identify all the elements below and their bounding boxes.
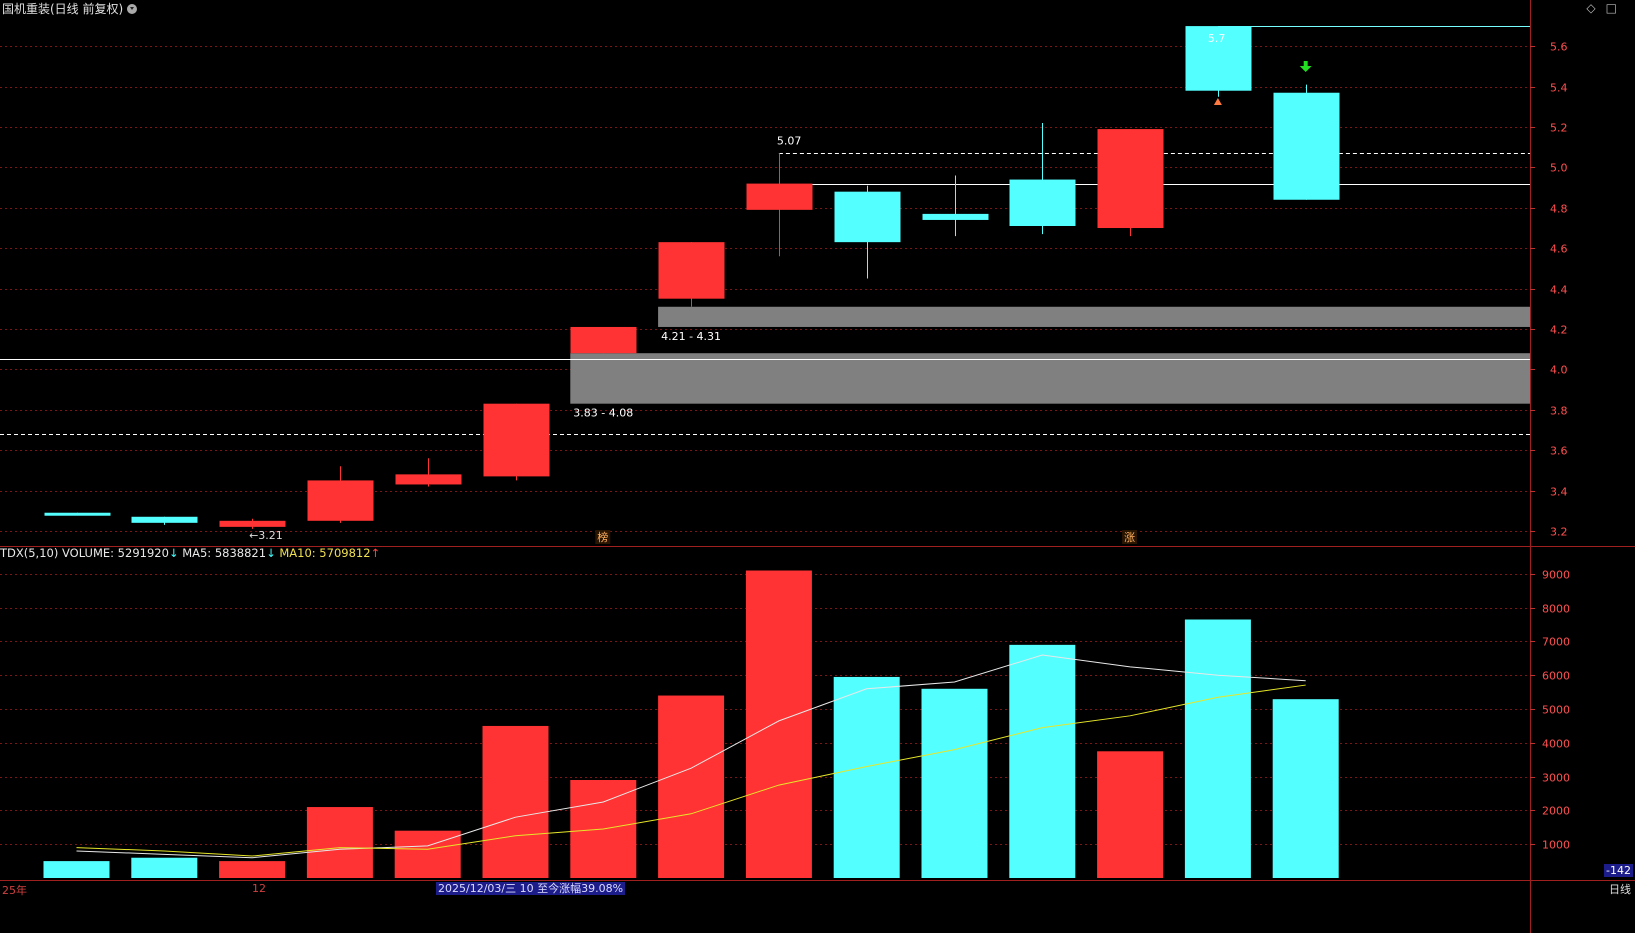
volume-bar bbox=[1184, 619, 1251, 878]
volume-tick-label: 8000 bbox=[1542, 603, 1570, 616]
candle-body bbox=[1097, 129, 1164, 229]
candle-body bbox=[922, 213, 989, 220]
price-tick-label: 5.4 bbox=[1550, 82, 1568, 95]
volume-bar bbox=[306, 807, 373, 878]
candle-body bbox=[131, 516, 198, 523]
price-tick-label: 5.6 bbox=[1550, 41, 1568, 54]
price-tick-label: 4.4 bbox=[1550, 284, 1568, 297]
month-label: 12 bbox=[252, 882, 266, 895]
volume-tick-label: 3000 bbox=[1542, 772, 1570, 785]
volume-header: TDX(5,10) VOLUME: 5291920↓ MA5: 5838821↓… bbox=[0, 546, 380, 560]
period-label[interactable]: 日线 bbox=[1609, 883, 1631, 896]
price-tick-label: 3.4 bbox=[1550, 486, 1568, 499]
candle-body bbox=[1185, 26, 1252, 91]
marker-label: 涨 bbox=[1124, 531, 1135, 544]
volume-bar bbox=[1272, 699, 1339, 878]
ma5-down-arrow-icon: ↓ bbox=[266, 546, 276, 560]
indicator-name[interactable]: TDX(5,10) bbox=[0, 546, 59, 560]
volume-bar bbox=[745, 570, 812, 878]
price-tick-label: 3.2 bbox=[1550, 526, 1568, 539]
candle-body bbox=[1273, 92, 1340, 200]
price-tick-label: 5.2 bbox=[1550, 122, 1568, 135]
corner-toolbar: ◇□ bbox=[1586, 1, 1627, 15]
volume-tick-label: 6000 bbox=[1542, 670, 1570, 683]
volume-value: VOLUME: 5291920 bbox=[62, 546, 169, 560]
price-annotation: 5.07 bbox=[777, 134, 802, 147]
candle-body bbox=[219, 520, 286, 527]
up-signal-arrow-icon bbox=[1213, 98, 1222, 105]
candle-body bbox=[307, 480, 374, 521]
volume-bar bbox=[921, 688, 988, 878]
marker-label: 榜 bbox=[597, 530, 608, 544]
square-icon[interactable]: □ bbox=[1605, 1, 1627, 15]
candle-body bbox=[44, 512, 111, 516]
candle-body bbox=[834, 191, 901, 243]
marker-badge bbox=[1122, 530, 1138, 544]
ma10-up-arrow-icon: ↑ bbox=[370, 546, 381, 560]
ma5-value: MA5: 5838821 bbox=[182, 546, 267, 560]
volume-down-arrow-icon: ↓ bbox=[168, 546, 179, 560]
gap-zone-label: 4.21 - 4.31 bbox=[661, 330, 721, 343]
price-tick-label: 4.2 bbox=[1550, 324, 1568, 337]
volume-tick-label: 7000 bbox=[1542, 636, 1570, 649]
diamond-icon[interactable]: ◇ bbox=[1586, 1, 1606, 15]
range-tip: 2025/12/03/三 10 至今涨幅39.08% bbox=[436, 882, 626, 895]
candle-body bbox=[395, 474, 462, 485]
price-annotation: ←3.21 bbox=[249, 529, 283, 542]
volume-bar bbox=[219, 861, 286, 878]
volume-bar bbox=[43, 861, 110, 878]
marker-badge bbox=[595, 530, 611, 544]
ma10-line bbox=[76, 684, 1306, 857]
price-tick-label: 4.8 bbox=[1550, 203, 1568, 216]
candle-body bbox=[483, 403, 550, 477]
volume-tick-label: 1000 bbox=[1542, 839, 1570, 852]
price-tick-label: 3.8 bbox=[1550, 405, 1568, 418]
price-annotation: 5.7 bbox=[1208, 32, 1226, 45]
volume-bar bbox=[482, 725, 549, 878]
volume-tick-label: 4000 bbox=[1542, 738, 1570, 751]
volume-bar bbox=[394, 830, 461, 878]
volume-tick-label: 5000 bbox=[1542, 704, 1570, 717]
candle-body bbox=[746, 183, 813, 210]
ma10-value: MA10: 5709812 bbox=[279, 546, 371, 560]
gap-zone bbox=[570, 353, 1530, 404]
candle-body bbox=[1009, 179, 1076, 226]
volume-bar bbox=[1009, 644, 1076, 878]
down-signal-arrow-icon bbox=[1299, 61, 1312, 72]
volume-bar bbox=[1097, 751, 1164, 878]
volume-tick-label: 9000 bbox=[1542, 569, 1570, 582]
volume-bar bbox=[833, 676, 900, 878]
corner-value: -142 bbox=[1604, 864, 1633, 877]
dropdown-icon[interactable] bbox=[127, 4, 138, 14]
candle-body bbox=[658, 242, 725, 299]
gap-zone-label: 3.83 - 4.08 bbox=[573, 407, 633, 420]
price-tick-label: 4.0 bbox=[1550, 364, 1568, 377]
year-label: 25年 bbox=[2, 884, 27, 897]
gap-zone bbox=[658, 306, 1530, 327]
volume-bar bbox=[658, 695, 725, 878]
volume-tick-label: 2000 bbox=[1542, 805, 1570, 818]
price-tick-label: 5.0 bbox=[1550, 162, 1568, 175]
volume-bar bbox=[131, 857, 198, 878]
price-tick-label: 4.6 bbox=[1550, 243, 1568, 256]
price-tick-label: 3.6 bbox=[1550, 445, 1568, 458]
candle-body bbox=[570, 326, 637, 354]
chart-title: 国机重装(日线 前复权) bbox=[2, 2, 124, 16]
ma5-line bbox=[76, 654, 1306, 859]
chart-title-bar: 国机重装(日线 前复权) bbox=[2, 0, 138, 17]
